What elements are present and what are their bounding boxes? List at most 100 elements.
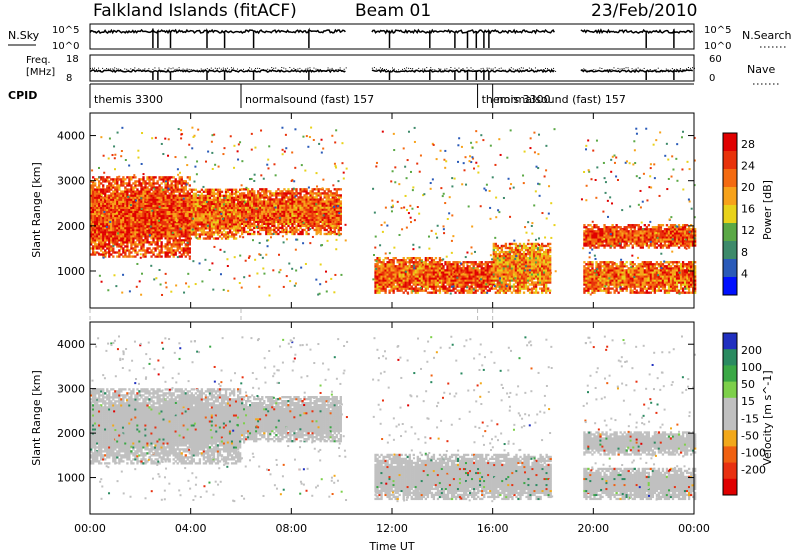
power-cell (464, 261, 467, 264)
nave-dot (482, 67, 484, 69)
power-cell (154, 198, 157, 201)
power-cell (526, 252, 530, 256)
power-cell (150, 249, 153, 252)
power-cell (265, 222, 268, 226)
nave-dot (520, 67, 522, 69)
power-cell (374, 259, 377, 262)
power-cell (498, 254, 502, 258)
power-cell (484, 287, 487, 290)
power-cell (144, 255, 147, 258)
power-cell (198, 219, 202, 222)
power-cell (398, 285, 401, 288)
power-cell (390, 289, 393, 292)
power-cell (106, 202, 109, 205)
power-cell (452, 261, 455, 264)
power-cell (500, 269, 504, 272)
power-cell (104, 231, 107, 234)
power-cell (319, 196, 322, 199)
power-cell (96, 220, 99, 224)
power-cell (192, 227, 195, 230)
power-cell (524, 263, 528, 266)
power-cell (108, 245, 111, 248)
power-cell (434, 291, 438, 294)
power-cell (210, 223, 214, 226)
power-cell (301, 216, 304, 219)
power-cell (416, 275, 419, 278)
power-cell (309, 224, 312, 228)
nsearch-tick-bottom: 10^0 (704, 41, 731, 52)
power-cell (198, 206, 202, 210)
power-cell (114, 216, 117, 220)
power-cell (516, 283, 520, 286)
power-cell (518, 250, 522, 254)
power-cell (204, 217, 208, 220)
power-cell (418, 275, 421, 278)
power-cell (126, 204, 129, 207)
power-cell (130, 184, 133, 187)
power-cell (448, 269, 451, 272)
power-cell (406, 265, 409, 268)
power-cell (456, 261, 459, 264)
power-cell (436, 275, 440, 278)
power-cell (448, 271, 451, 274)
power-cell (232, 200, 236, 204)
power-cell (446, 263, 449, 266)
power-cell (313, 198, 316, 201)
nave-dot (158, 67, 160, 69)
power-cell (114, 186, 117, 189)
power-cell (140, 178, 143, 181)
power-cell (114, 226, 117, 230)
power-cell (98, 198, 101, 201)
freq-tick-top: 18 (66, 54, 79, 65)
power-cell (530, 252, 534, 256)
power-cell (442, 277, 445, 280)
power-cell (168, 233, 171, 236)
power-cell (218, 206, 222, 210)
power-cell (112, 210, 115, 214)
power-cell (216, 227, 220, 230)
power-cell (303, 228, 306, 232)
power-cell (309, 192, 312, 195)
power-cell (388, 269, 391, 272)
power-cell (251, 218, 254, 221)
power-cell (182, 182, 185, 185)
power-cell (194, 229, 197, 232)
power-cell (281, 226, 284, 230)
power-cell (265, 196, 268, 199)
nave-dot (587, 70, 589, 72)
power-cell (329, 208, 332, 211)
power-cell (319, 224, 322, 228)
power-cell (224, 227, 228, 230)
power-cell (166, 235, 169, 238)
nave-dot (551, 68, 553, 70)
power-cell (380, 271, 383, 274)
power-cell (202, 196, 206, 200)
power-cell (528, 242, 532, 246)
power-cell (220, 206, 224, 210)
power-cell (257, 210, 260, 213)
power-cell (321, 214, 324, 217)
power-cell (110, 222, 113, 226)
power-cell (174, 190, 177, 193)
power-cell (106, 194, 109, 197)
power-cell (150, 231, 153, 234)
power-cell (134, 192, 137, 195)
power-cell (194, 200, 197, 204)
power-cell (444, 275, 447, 278)
power-cell (516, 265, 520, 268)
power-cell (472, 269, 475, 272)
power-cell (271, 194, 274, 197)
power-cell (224, 221, 228, 224)
nave-dot (321, 70, 323, 72)
power-cell (380, 279, 383, 282)
power-cell (301, 204, 304, 207)
power-cell (180, 247, 183, 250)
power-cell (140, 224, 143, 228)
power-cell (305, 210, 308, 213)
power-cell (130, 233, 133, 236)
power-cell (287, 196, 290, 199)
power-cell (430, 261, 434, 264)
power-cell (202, 204, 206, 208)
power-cell (146, 214, 149, 218)
power-cell (432, 287, 436, 290)
